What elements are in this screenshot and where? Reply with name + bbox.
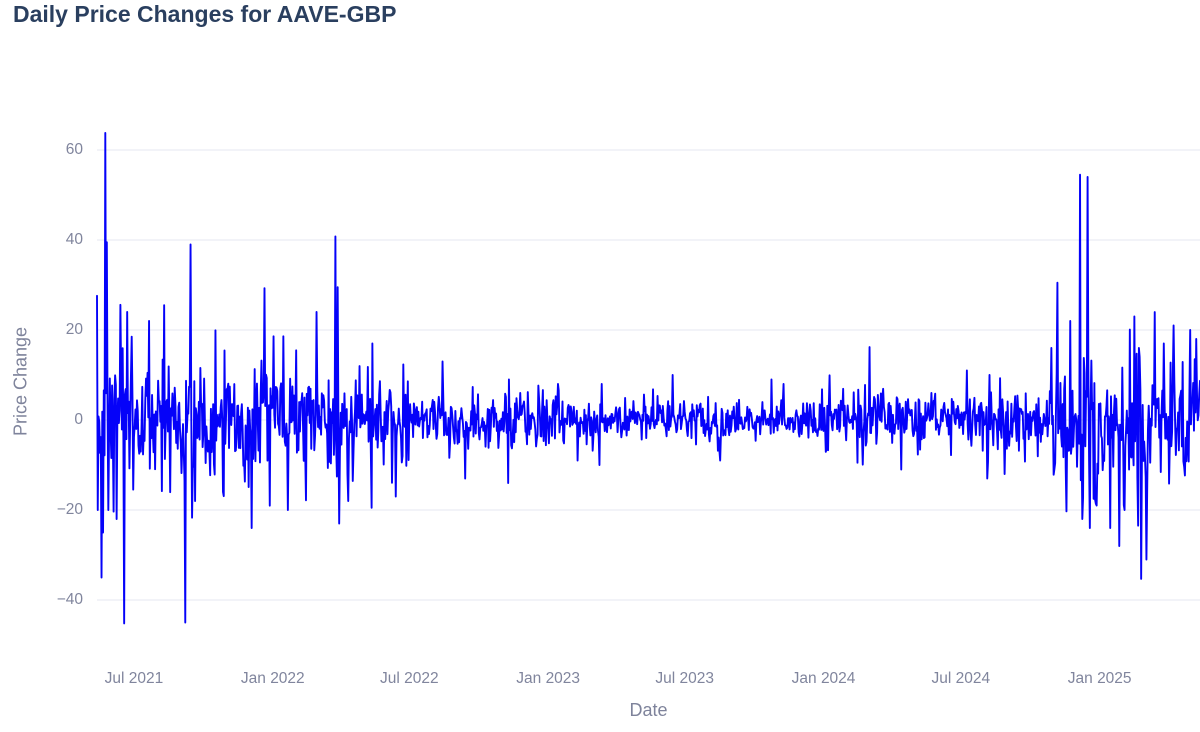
x-tick-label: Jul 2024 bbox=[931, 670, 991, 687]
y-tick-label: 20 bbox=[65, 321, 83, 338]
x-tick-label: Jul 2023 bbox=[655, 670, 714, 687]
x-tick-label: Jul 2021 bbox=[104, 670, 164, 687]
y-tick-label: −20 bbox=[56, 501, 83, 518]
price-change-line[interactable] bbox=[96, 131, 1200, 625]
y-tick-label: −40 bbox=[56, 591, 83, 608]
y-tick-label: 40 bbox=[65, 231, 83, 248]
x-tick-label: Jan 2024 bbox=[791, 670, 856, 687]
x-tick-label: Jan 2023 bbox=[516, 670, 581, 687]
y-tick-label: 60 bbox=[65, 141, 83, 158]
x-axis-title: Date bbox=[629, 700, 668, 720]
x-tick-label: Jan 2025 bbox=[1067, 670, 1132, 687]
x-tick-label: Jan 2022 bbox=[240, 670, 305, 687]
y-axis-title: Price Change bbox=[10, 326, 31, 437]
y-tick-label: 0 bbox=[74, 411, 83, 428]
x-tick-label: Jul 2022 bbox=[380, 670, 439, 687]
chart-title: Daily Price Changes for AAVE-GBP bbox=[13, 1, 397, 27]
